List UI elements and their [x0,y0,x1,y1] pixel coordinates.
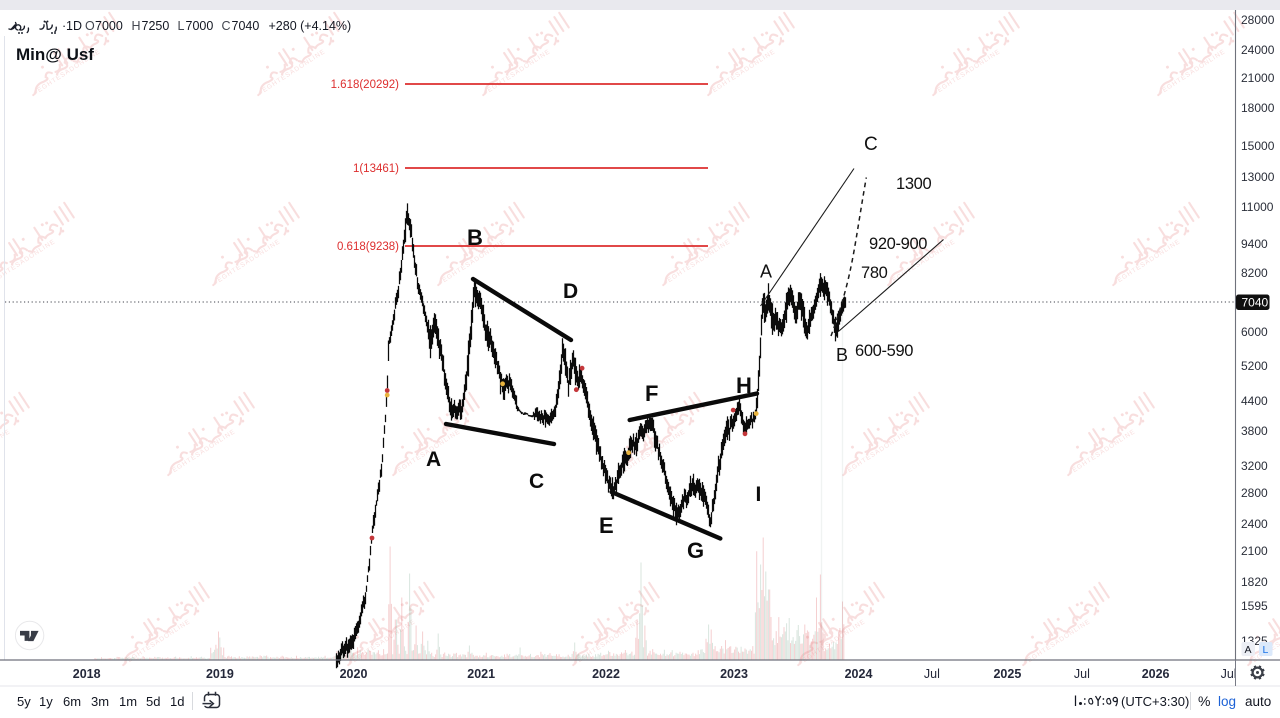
svg-text:C: C [222,19,231,33]
svg-text:2021: 2021 [467,667,495,681]
svg-text:2023: 2023 [720,667,748,681]
svg-text:2025: 2025 [993,667,1021,681]
svg-text:+280 (+4.14%): +280 (+4.14%) [269,19,352,33]
svg-text:2400: 2400 [1241,517,1268,531]
svg-text:A: A [1245,644,1252,656]
svg-text:9400: 9400 [1241,237,1268,251]
svg-text:C: C [529,470,544,493]
svg-text:1m: 1m [119,694,137,709]
svg-text:auto: auto [1245,694,1271,709]
svg-text:2019: 2019 [206,667,234,681]
svg-text:3800: 3800 [1241,424,1268,438]
svg-text:D: D [563,280,578,303]
svg-text:Jul: Jul [1221,667,1237,681]
svg-text:7000: 7000 [186,19,214,33]
svg-text:7040: 7040 [232,19,260,33]
svg-text:L: L [1263,644,1269,656]
svg-text:7250: 7250 [142,19,170,33]
svg-text:E: E [599,513,614,538]
svg-text:780: 780 [861,264,888,282]
svg-text:1y: 1y [39,694,53,709]
svg-text:G: G [687,538,704,563]
svg-text:3m: 3m [91,694,109,709]
svg-text:Min@ Usf: Min@ Usf [16,45,94,64]
svg-text:6m: 6m [63,694,81,709]
svg-text:2026: 2026 [1142,667,1170,681]
svg-text:A: A [760,262,772,282]
svg-text:18000: 18000 [1241,101,1275,115]
svg-text:B: B [836,345,848,365]
svg-text:C: C [864,134,878,155]
svg-text:F: F [645,381,658,406]
svg-text:3200: 3200 [1241,459,1268,473]
svg-text:1(13461): 1(13461) [353,163,399,175]
svg-text:%: % [1198,693,1210,709]
svg-text:7000: 7000 [95,19,123,33]
svg-text:4400: 4400 [1241,394,1268,408]
svg-text:1d: 1d [170,694,184,709]
svg-text:2022: 2022 [592,667,620,681]
svg-text:1.618(20292): 1.618(20292) [331,79,400,91]
svg-text:11000: 11000 [1241,200,1274,214]
svg-text:28000: 28000 [1241,13,1275,27]
svg-text:Jul: Jul [924,667,940,681]
svg-text:13000: 13000 [1241,170,1275,184]
svg-text:24000: 24000 [1241,43,1275,57]
svg-text:6000: 6000 [1241,325,1268,339]
svg-text:2018: 2018 [73,667,101,681]
svg-text:920-900: 920-900 [869,235,927,253]
svg-text:B: B [467,225,483,250]
svg-text:2020: 2020 [340,667,368,681]
svg-text:H: H [132,19,141,33]
svg-text:0.618(9238): 0.618(9238) [337,241,399,253]
svg-text:1300: 1300 [896,175,931,193]
svg-text:I: I [756,483,762,506]
svg-text:8200: 8200 [1241,266,1268,280]
svg-text:H: H [736,373,752,398]
svg-text:1D: 1D [66,19,82,33]
svg-text:600-590: 600-590 [855,342,913,360]
svg-text:A: A [426,448,441,471]
svg-text:1595: 1595 [1241,599,1268,613]
svg-text:log: log [1218,694,1236,709]
svg-text:5y: 5y [17,694,31,709]
svg-text:O: O [85,19,95,33]
svg-text:21000: 21000 [1241,71,1275,85]
svg-text:5200: 5200 [1241,359,1268,373]
svg-text:7040: 7040 [1242,296,1269,310]
svg-text:(UTC+3:30): (UTC+3:30) [1121,694,1189,709]
svg-text:1820: 1820 [1241,575,1268,589]
svg-text:2024: 2024 [845,667,873,681]
svg-text:Jul: Jul [1074,667,1090,681]
svg-text:15000: 15000 [1241,139,1275,153]
svg-text:5d: 5d [146,694,160,709]
svg-text:2100: 2100 [1241,544,1268,558]
svg-text:·: · [62,19,66,33]
svg-text:L: L [178,19,185,33]
svg-text:2800: 2800 [1241,486,1268,500]
